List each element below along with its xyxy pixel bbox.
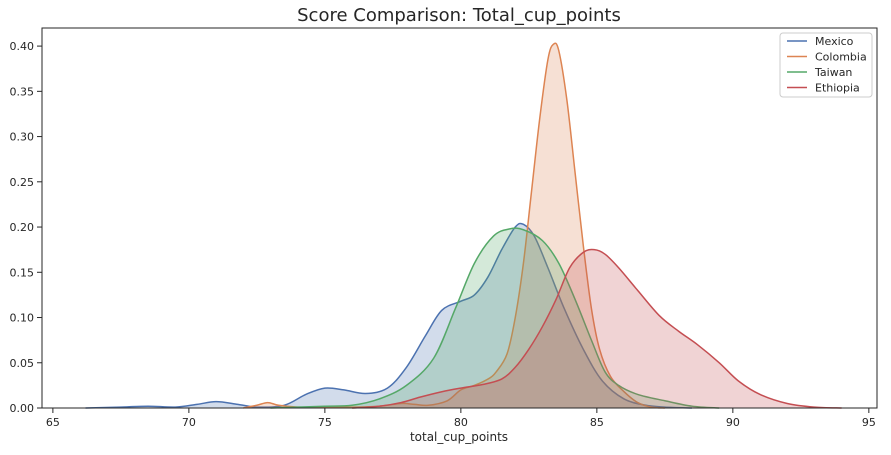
legend-label-colombia: Colombia <box>815 51 867 64</box>
legend-label-mexico: Mexico <box>815 35 854 48</box>
y-tick-label-0.30: 0.30 <box>10 131 35 144</box>
x-tick-label-75: 75 <box>318 416 332 429</box>
axis-layer: 65 70 75 80 85 90 95 0.00 0.05 0.10 0.15 0.20 0.25 0.… <box>10 40 876 429</box>
legend-box <box>779 32 873 98</box>
series-area-colombia <box>243 43 665 409</box>
legend-label-ethiopia: Ethiopia <box>815 82 860 95</box>
y-tick-label-0.05: 0.05 <box>10 357 35 370</box>
series-line-taiwan <box>270 227 720 409</box>
y-tick-label-0.35: 0.35 <box>10 85 35 98</box>
x-axis-label: total_cup_points <box>410 430 508 444</box>
series-line-colombia <box>243 42 665 409</box>
series-line-ethiopia <box>352 248 842 409</box>
x-tick-label-65: 65 <box>46 416 60 429</box>
series-layer <box>85 42 842 409</box>
x-tick-label-70: 70 <box>182 416 196 429</box>
legend: Mexico Colombia Taiwan Ethiopia <box>779 32 873 98</box>
series-area-taiwan <box>270 228 720 408</box>
x-tick-label-80: 80 <box>454 416 468 429</box>
x-tick-label-90: 90 <box>726 416 740 429</box>
y-tick-label-0.25: 0.25 <box>10 176 35 189</box>
chart-title: Score Comparison: Total_cup_points <box>297 5 621 26</box>
y-tick-label-0.20: 0.20 <box>10 221 35 234</box>
series-line-mexico <box>85 222 693 409</box>
y-tick-label-0.10: 0.10 <box>10 312 35 325</box>
y-tick-label-0.00: 0.00 <box>10 402 35 415</box>
series-area-mexico <box>85 223 693 408</box>
legend-label-taiwan: Taiwan <box>814 66 852 79</box>
x-tick-label-85: 85 <box>590 416 604 429</box>
y-tick-label-0.15: 0.15 <box>10 266 35 279</box>
x-tick-label-95: 95 <box>862 416 876 429</box>
series-area-ethiopia <box>352 249 842 408</box>
y-tick-label-0.40: 0.40 <box>10 40 35 53</box>
plot-frame <box>41 27 878 409</box>
